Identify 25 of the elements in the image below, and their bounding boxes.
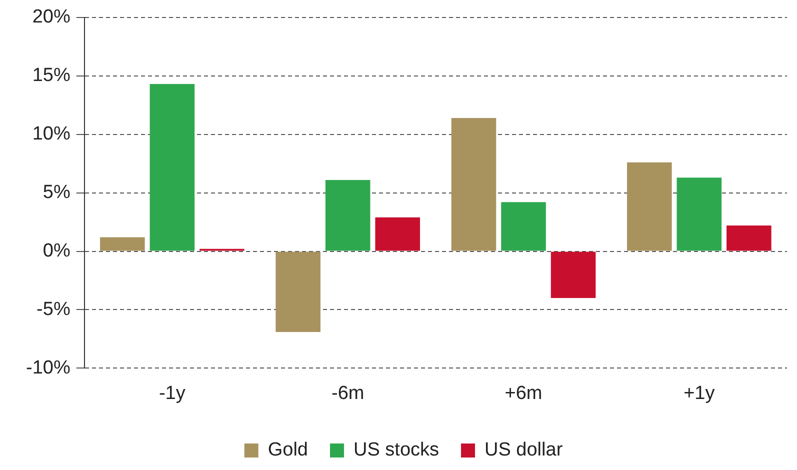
legend-label: US dollar: [484, 440, 564, 461]
x-tick-label: -6m: [331, 382, 364, 404]
y-tick-label: 15%: [32, 65, 70, 86]
y-tick-label: 10%: [32, 124, 70, 145]
bar: [100, 237, 145, 251]
bar: [150, 84, 195, 251]
x-tick-label: +6m: [504, 382, 542, 404]
y-tick-label: 5%: [42, 182, 70, 204]
x-tick-label: -1y: [158, 382, 186, 404]
bar: [550, 252, 596, 298]
bar: [676, 178, 722, 251]
y-tick-label: -5%: [36, 298, 70, 320]
legend-label: Gold: [268, 440, 308, 461]
bar: [325, 180, 370, 251]
y-tick-label: 0%: [42, 240, 70, 262]
y-tick-label: -10%: [26, 357, 70, 378]
bar: [501, 202, 546, 251]
x-tick-label: +1y: [684, 382, 716, 404]
bar: [451, 118, 496, 251]
legend-label: US stocks: [353, 440, 440, 461]
y-tick-label: 20%: [32, 6, 70, 28]
bar: [627, 162, 672, 251]
bar: [276, 252, 320, 332]
bar: [375, 217, 420, 251]
bar: [726, 226, 772, 251]
